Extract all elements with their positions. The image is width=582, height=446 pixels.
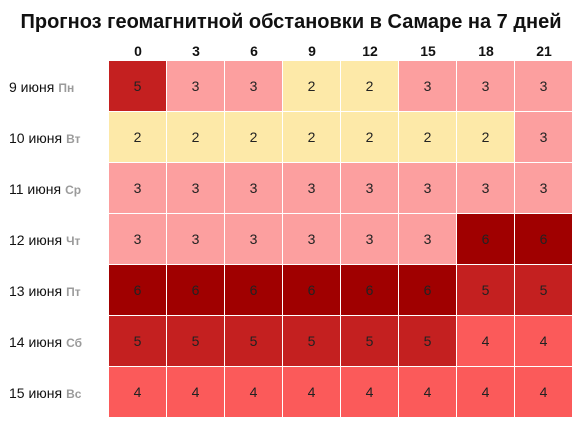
- day-weekday: Вс: [66, 386, 82, 401]
- kp-cell: 3: [457, 61, 515, 112]
- day-weekday: Ср: [65, 182, 82, 197]
- header-corner: [0, 41, 109, 61]
- kp-cell: 4: [457, 367, 515, 418]
- kp-cell: 3: [167, 214, 225, 265]
- kp-cell: 5: [399, 316, 457, 367]
- kp-cell: 3: [283, 163, 341, 214]
- kp-cell: 5: [109, 61, 167, 112]
- hour-header: 15: [420, 43, 436, 59]
- day-label: 9 июня Пн: [0, 61, 109, 112]
- kp-cell: 2: [399, 112, 457, 163]
- kp-cell: 3: [515, 163, 573, 214]
- kp-cell: 5: [515, 265, 573, 316]
- kp-cell: 3: [109, 163, 167, 214]
- kp-cell: 5: [167, 316, 225, 367]
- kp-cell: 3: [167, 163, 225, 214]
- kp-cell: 3: [283, 214, 341, 265]
- kp-cell: 4: [515, 367, 573, 418]
- day-weekday: Сб: [66, 335, 83, 350]
- kp-cell: 2: [109, 112, 167, 163]
- kp-cell: 3: [167, 61, 225, 112]
- day-label: 15 июня Вс: [0, 367, 109, 418]
- day-date: 11 июня: [9, 180, 62, 197]
- kp-cell: 2: [341, 112, 399, 163]
- day-weekday: Чт: [66, 233, 81, 248]
- kp-cell: 5: [109, 316, 167, 367]
- day-label: 10 июня Вт: [0, 112, 109, 163]
- day-label: 12 июня Чт: [0, 214, 109, 265]
- kp-cell: 5: [283, 316, 341, 367]
- kp-cell: 6: [399, 265, 457, 316]
- day-label: 14 июня Сб: [0, 316, 109, 367]
- kp-cell: 5: [225, 316, 283, 367]
- day-date: 13 июня: [9, 282, 63, 299]
- kp-cell: 4: [167, 367, 225, 418]
- kp-cell: 6: [515, 214, 573, 265]
- kp-cell: 5: [457, 265, 515, 316]
- kp-cell: 6: [457, 214, 515, 265]
- page-title: Прогноз геомагнитной обстановки в Самаре…: [20, 11, 562, 33]
- day-weekday: Пт: [66, 284, 81, 299]
- kp-cell: 4: [225, 367, 283, 418]
- hour-header: 0: [134, 43, 142, 59]
- hour-header: 21: [536, 43, 552, 59]
- kp-cell: 3: [225, 163, 283, 214]
- day-label: 13 июня Пт: [0, 265, 109, 316]
- kp-cell: 3: [399, 61, 457, 112]
- kp-cell: 6: [341, 265, 399, 316]
- kp-cell: 3: [341, 214, 399, 265]
- kp-cell: 3: [225, 61, 283, 112]
- hour-header: 12: [362, 43, 378, 59]
- kp-cell: 2: [283, 61, 341, 112]
- day-date: 15 июня: [9, 384, 63, 401]
- kp-cell: 4: [109, 367, 167, 418]
- kp-cell: 3: [341, 163, 399, 214]
- kp-cell: 2: [167, 112, 225, 163]
- day-weekday: Пн: [58, 80, 75, 95]
- hour-header: 9: [308, 43, 316, 59]
- kp-cell: 4: [515, 316, 573, 367]
- kp-cell: 3: [399, 163, 457, 214]
- kp-cell: 4: [399, 367, 457, 418]
- kp-cell: 6: [167, 265, 225, 316]
- forecast-table: 0 3 6 9 12 15 18 21 9 июня Пн 5 3 3 2 2 3…: [0, 41, 573, 418]
- kp-cell: 2: [457, 112, 515, 163]
- day-date: 14 июня: [9, 333, 63, 350]
- kp-cell: 3: [457, 163, 515, 214]
- kp-cell: 3: [225, 214, 283, 265]
- kp-cell: 3: [515, 61, 573, 112]
- kp-cell: 4: [457, 316, 515, 367]
- kp-cell: 3: [515, 112, 573, 163]
- kp-cell: 6: [109, 265, 167, 316]
- kp-cell: 5: [341, 316, 399, 367]
- kp-cell: 2: [225, 112, 283, 163]
- kp-cell: 2: [341, 61, 399, 112]
- day-date: 12 июня: [9, 231, 63, 248]
- kp-cell: 4: [341, 367, 399, 418]
- kp-cell: 4: [283, 367, 341, 418]
- day-label: 11 июня Ср: [0, 163, 109, 214]
- kp-cell: 3: [109, 214, 167, 265]
- kp-cell: 2: [283, 112, 341, 163]
- day-date: 9 июня: [9, 78, 55, 95]
- kp-cell: 6: [225, 265, 283, 316]
- hour-header: 6: [250, 43, 258, 59]
- day-weekday: Вт: [66, 131, 81, 146]
- hour-header: 18: [478, 43, 494, 59]
- kp-cell: 3: [399, 214, 457, 265]
- hour-header: 3: [192, 43, 200, 59]
- kp-cell: 6: [283, 265, 341, 316]
- day-date: 10 июня: [9, 129, 63, 146]
